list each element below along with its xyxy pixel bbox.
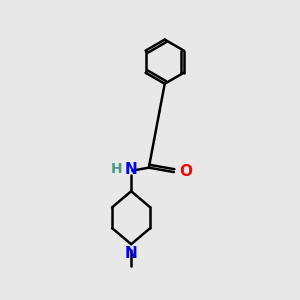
Text: O: O xyxy=(179,164,192,179)
Text: H: H xyxy=(110,162,122,176)
Text: N: N xyxy=(125,162,137,177)
Text: N: N xyxy=(125,246,137,261)
